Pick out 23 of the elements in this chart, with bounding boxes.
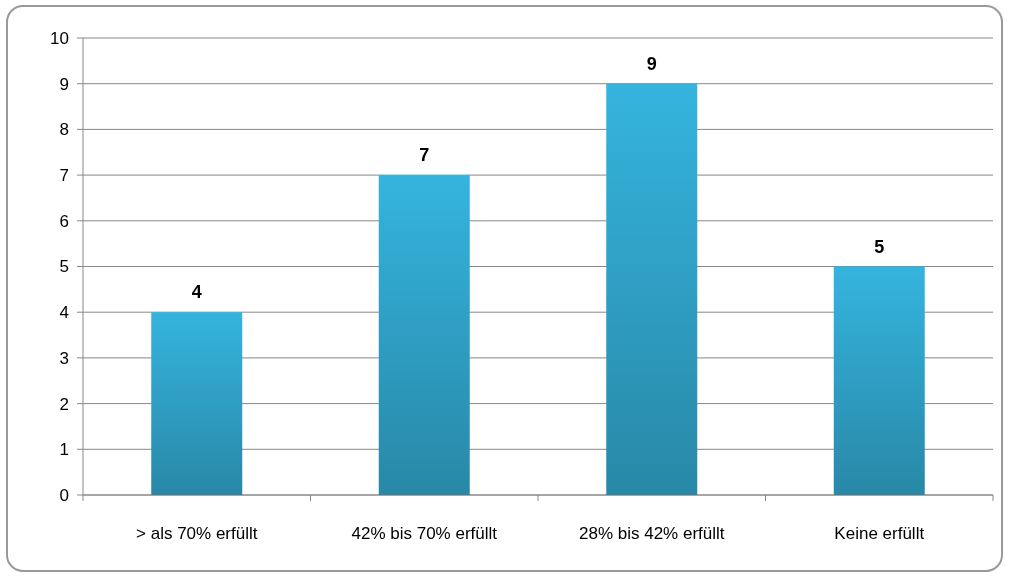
y-tick-label: 2 bbox=[59, 394, 69, 414]
y-tick-label: 10 bbox=[50, 28, 69, 48]
x-tick-label: 42% bis 70% erfüllt bbox=[351, 524, 498, 543]
y-tick-label: 8 bbox=[59, 120, 69, 140]
data-label: 4 bbox=[191, 282, 202, 303]
x-tick-label: > als 70% erfüllt bbox=[136, 524, 258, 543]
y-tick-label: 9 bbox=[59, 74, 69, 94]
x-tick-label: Keine erfüllt bbox=[834, 524, 925, 543]
bar bbox=[378, 175, 470, 495]
y-tick-label: 3 bbox=[59, 348, 69, 368]
x-tick-label: 28% bis 42% erfüllt bbox=[578, 524, 725, 543]
bar bbox=[151, 312, 243, 495]
y-tick-label: 4 bbox=[59, 303, 69, 323]
bar bbox=[833, 266, 925, 495]
y-tick-label: 0 bbox=[59, 485, 69, 505]
bar bbox=[606, 83, 698, 495]
data-label: 7 bbox=[419, 145, 430, 166]
y-tick-label: 5 bbox=[59, 257, 69, 277]
y-tick-label: 1 bbox=[59, 440, 69, 460]
data-label: 5 bbox=[874, 236, 885, 257]
data-label: 9 bbox=[646, 53, 657, 74]
y-tick-label: 7 bbox=[59, 166, 69, 186]
y-tick-label: 6 bbox=[59, 211, 69, 231]
